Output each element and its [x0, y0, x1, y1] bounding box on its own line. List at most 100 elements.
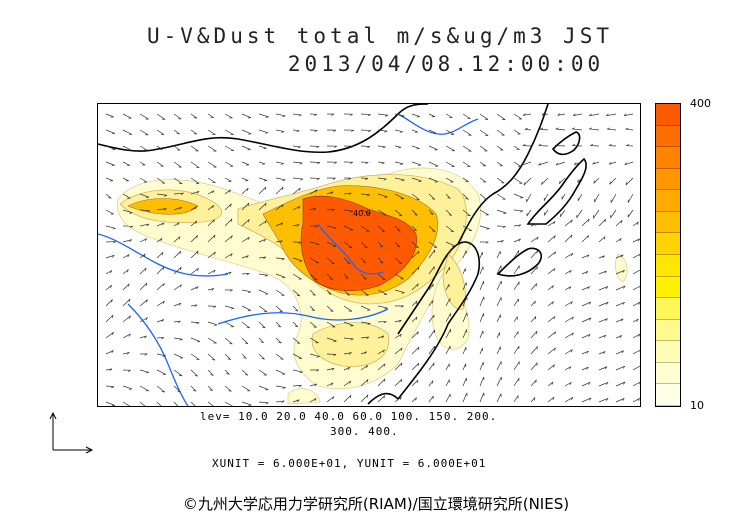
wind-arrow: [581, 366, 589, 371]
wind-arrow: [309, 353, 320, 357]
wind-arrow: [309, 305, 315, 311]
wind-arrow: [122, 113, 132, 119]
wind-arrow-head: [263, 238, 266, 242]
wind-arrow-head: [128, 298, 131, 302]
wind-arrow: [593, 209, 600, 219]
wind-arrow: [105, 254, 115, 259]
wind-arrow-head: [448, 214, 452, 216]
wind-arrow: [292, 337, 301, 344]
wind-arrow: [258, 353, 265, 360]
wind-arrow: [394, 161, 404, 165]
wind-arrow-head: [214, 251, 216, 255]
wind-arrow-head: [178, 302, 182, 306]
wind-arrow: [632, 253, 640, 259]
wind-arrow: [122, 385, 132, 390]
wind-arrow-head: [365, 162, 369, 165]
wind-arrow-head: [210, 374, 214, 376]
wind-arrow-head: [486, 228, 490, 230]
wind-arrow: [598, 218, 606, 227]
wind-arrow: [513, 193, 524, 198]
wind-arrow: [258, 401, 269, 404]
wind-arrow: [224, 218, 233, 227]
colorbar-segment: [656, 254, 680, 277]
wind-arrow-head: [593, 180, 595, 184]
wind-arrow: [309, 383, 317, 387]
wind-arrow: [173, 145, 181, 151]
wind-arrow: [190, 250, 199, 259]
wind-arrow: [479, 193, 488, 201]
wind-arrow: [428, 329, 436, 339]
wind-arrow-head: [401, 179, 405, 182]
wind-arrow: [609, 161, 617, 165]
wind-arrow-head: [298, 187, 301, 191]
wind-arrow-head: [522, 113, 526, 116]
wind-arrow: [428, 314, 435, 323]
wind-arrow-head: [279, 310, 283, 313]
wind-arrow: [496, 361, 502, 371]
wind-arrow: [122, 129, 133, 135]
wind-arrow: [445, 193, 451, 199]
wind-arrow: [343, 225, 354, 231]
wind-arrow: [241, 177, 249, 181]
wind-arrow: [309, 321, 317, 328]
wind-arrow-head: [262, 163, 266, 165]
wind-arrow-head: [523, 182, 526, 186]
copyright-text: ©九州大学応用力学研究所(RIAM)/国立環境研究所(NIES): [182, 495, 570, 513]
wind-arrow-head: [246, 255, 249, 259]
colorbar-segment: [656, 168, 680, 191]
wind-arrow: [394, 289, 405, 293]
wind-arrow-head: [281, 186, 284, 190]
wind-arrow-head: [400, 163, 404, 165]
wind-arrow: [360, 257, 366, 263]
wind-arrow: [496, 113, 506, 121]
wind-arrow: [615, 301, 625, 307]
wind-arrow-head: [313, 326, 317, 328]
wind-arrow: [394, 333, 402, 339]
wind-arrow: [190, 385, 197, 392]
wind-arrow-head: [608, 144, 612, 146]
wind-arrow-head: [639, 254, 640, 257]
wind-arrow-head: [533, 397, 536, 401]
wind-arrow: [190, 321, 200, 324]
wind-arrow-head: [534, 316, 537, 320]
wind-arrow: [122, 254, 130, 259]
wind-arrow-head: [263, 180, 268, 182]
wind-arrow-head: [571, 316, 574, 320]
wind-arrow: [411, 250, 420, 259]
wind-arrow-head: [298, 114, 302, 117]
wind-arrow-head: [260, 341, 264, 344]
wind-arrow: [326, 191, 334, 195]
wind-arrow-head: [589, 113, 592, 117]
wind-arrow-head: [535, 379, 537, 383]
wind-arrow: [224, 145, 234, 151]
wind-arrow: [428, 249, 436, 259]
wind-arrow: [462, 329, 467, 339]
wind-arrow-head: [382, 146, 386, 149]
wind-arrow: [360, 129, 371, 131]
wind-arrow: [394, 241, 401, 248]
wind-arrow-head: [163, 208, 167, 211]
wind-arrow: [564, 219, 573, 227]
wind-arrow: [615, 269, 625, 275]
wind-arrow: [445, 267, 450, 275]
wind-arrow-head: [299, 162, 303, 165]
wind-arrow: [496, 209, 507, 214]
wind-arrow-head: [626, 144, 630, 146]
wind-arrow: [190, 353, 200, 360]
wind-arrow-head: [248, 404, 252, 406]
wind-arrow: [292, 177, 303, 180]
wind-arrow: [555, 128, 566, 131]
wind-arrow: [557, 113, 566, 116]
wind-arrow-head: [418, 180, 422, 182]
wind-arrow: [326, 337, 337, 342]
wind-arrow: [462, 241, 473, 245]
wind-arrow-head: [312, 294, 316, 296]
wind-arrow-head: [350, 210, 354, 213]
wind-arrow-head: [331, 113, 335, 116]
wind-arrow-head: [246, 273, 250, 276]
wind-arrow: [122, 145, 132, 151]
wind-arrow: [105, 299, 113, 307]
wind-arrow-head: [333, 354, 337, 357]
wind-arrow: [156, 129, 165, 135]
wind-arrow: [173, 113, 182, 120]
